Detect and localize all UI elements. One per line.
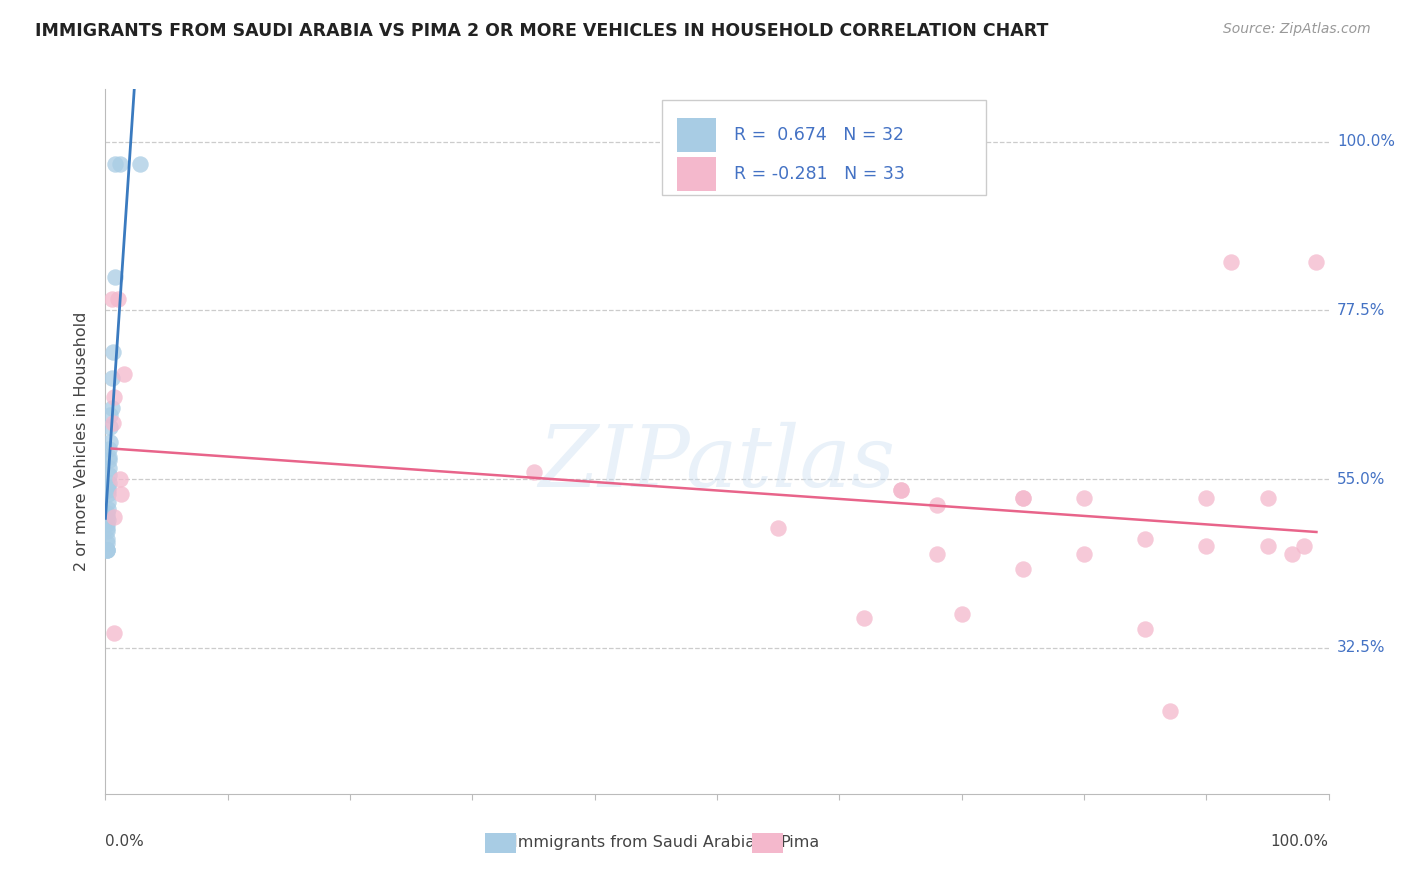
Point bbox=[1281, 547, 1303, 561]
Point bbox=[98, 419, 121, 434]
Text: ZIPatlas: ZIPatlas bbox=[538, 421, 896, 504]
Text: R =  0.674   N = 32: R = 0.674 N = 32 bbox=[734, 126, 904, 144]
Point bbox=[1294, 540, 1316, 554]
Point bbox=[1133, 532, 1156, 546]
Point bbox=[768, 521, 790, 535]
Text: Source: ZipAtlas.com: Source: ZipAtlas.com bbox=[1223, 22, 1371, 37]
Point bbox=[104, 269, 127, 284]
Point bbox=[1133, 622, 1156, 636]
Point bbox=[1073, 491, 1095, 505]
Point bbox=[889, 483, 911, 498]
Point bbox=[100, 401, 122, 415]
Text: 55.0%: 55.0% bbox=[1337, 472, 1385, 486]
Point bbox=[927, 498, 949, 512]
Point bbox=[97, 479, 120, 493]
Point bbox=[101, 344, 124, 359]
Point bbox=[1195, 491, 1218, 505]
Point bbox=[522, 465, 544, 479]
Point bbox=[97, 513, 120, 527]
Point bbox=[96, 543, 118, 558]
Point bbox=[100, 292, 122, 306]
Point bbox=[950, 607, 973, 621]
Point bbox=[128, 157, 150, 171]
Point bbox=[103, 509, 125, 524]
Point bbox=[1219, 254, 1241, 268]
Point bbox=[927, 547, 949, 561]
Point bbox=[108, 472, 131, 486]
Point bbox=[1195, 540, 1218, 554]
Text: 77.5%: 77.5% bbox=[1337, 303, 1385, 318]
Point bbox=[96, 506, 118, 520]
Point bbox=[96, 524, 118, 539]
Text: Immigrants from Saudi Arabia: Immigrants from Saudi Arabia bbox=[513, 836, 755, 850]
Text: 100.0%: 100.0% bbox=[1337, 134, 1395, 149]
Text: IMMIGRANTS FROM SAUDI ARABIA VS PIMA 2 OR MORE VEHICLES IN HOUSEHOLD CORRELATION: IMMIGRANTS FROM SAUDI ARABIA VS PIMA 2 O… bbox=[35, 22, 1049, 40]
Text: 0.0%: 0.0% bbox=[105, 834, 145, 849]
Point bbox=[98, 468, 121, 483]
Text: R = -0.281   N = 33: R = -0.281 N = 33 bbox=[734, 165, 905, 183]
Point bbox=[852, 610, 875, 624]
Point bbox=[103, 625, 125, 640]
Point bbox=[108, 157, 131, 171]
Point bbox=[97, 502, 120, 516]
Text: 32.5%: 32.5% bbox=[1337, 640, 1385, 656]
Point bbox=[100, 371, 122, 385]
Point bbox=[96, 516, 118, 531]
Point bbox=[1305, 254, 1327, 268]
Point bbox=[107, 292, 129, 306]
Point bbox=[103, 390, 125, 404]
Point bbox=[98, 453, 121, 467]
Point bbox=[1011, 562, 1033, 576]
Point bbox=[96, 535, 118, 549]
Point bbox=[97, 483, 120, 498]
Point bbox=[98, 442, 121, 456]
Point bbox=[97, 494, 120, 508]
Point bbox=[98, 450, 121, 464]
Point bbox=[98, 460, 121, 475]
Point bbox=[96, 509, 118, 524]
FancyBboxPatch shape bbox=[662, 100, 986, 194]
Point bbox=[110, 487, 132, 501]
Point bbox=[96, 543, 118, 558]
Y-axis label: 2 or more Vehicles in Household: 2 or more Vehicles in Household bbox=[75, 312, 90, 571]
Point bbox=[1256, 491, 1278, 505]
Text: 100.0%: 100.0% bbox=[1271, 834, 1329, 849]
Point bbox=[98, 434, 121, 449]
Point bbox=[112, 367, 135, 381]
Point bbox=[104, 157, 127, 171]
Point bbox=[97, 487, 120, 501]
Point bbox=[96, 521, 118, 535]
Point bbox=[1073, 547, 1095, 561]
Point bbox=[1256, 540, 1278, 554]
Point bbox=[1159, 705, 1181, 719]
Point bbox=[101, 416, 124, 430]
Point bbox=[889, 483, 911, 498]
Point bbox=[98, 409, 121, 423]
FancyBboxPatch shape bbox=[676, 157, 716, 191]
Point bbox=[96, 543, 118, 558]
Text: Pima: Pima bbox=[780, 836, 820, 850]
Point bbox=[1011, 491, 1033, 505]
Point bbox=[96, 532, 118, 546]
FancyBboxPatch shape bbox=[676, 118, 716, 152]
Point bbox=[98, 475, 121, 490]
Point bbox=[1011, 491, 1033, 505]
